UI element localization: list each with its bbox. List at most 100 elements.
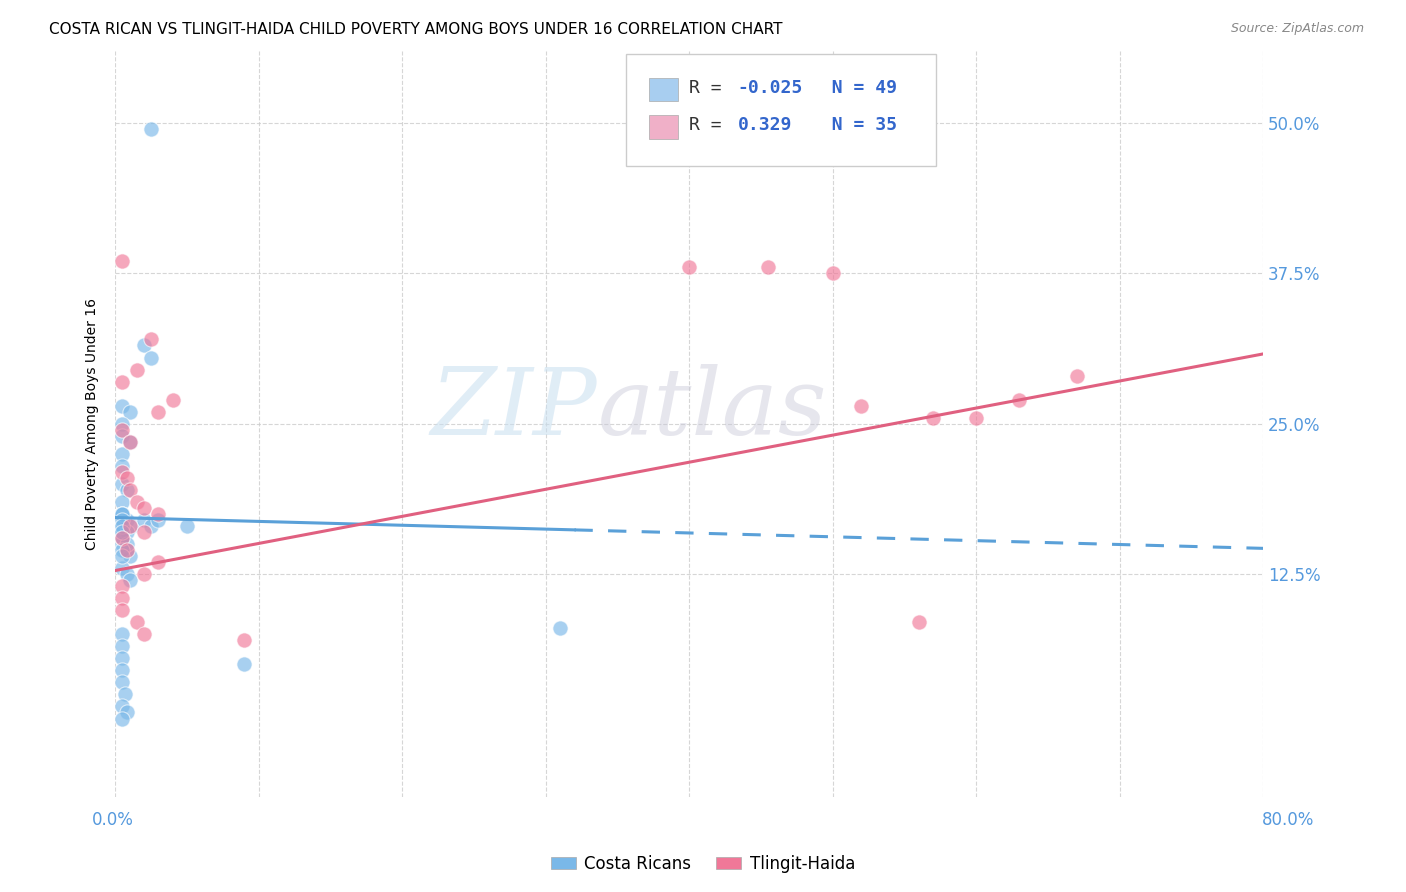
Text: Source: ZipAtlas.com: Source: ZipAtlas.com [1230, 22, 1364, 36]
Point [148, 405, 170, 419]
Point [114, 688, 136, 702]
Point [111, 465, 134, 479]
Point [148, 513, 170, 527]
Point [233, 633, 256, 648]
Point [115, 524, 138, 539]
Text: N = 49: N = 49 [810, 79, 897, 97]
Point [756, 260, 779, 275]
Point [908, 615, 931, 630]
Point [111, 627, 134, 641]
Point [132, 567, 155, 582]
Text: R =: R = [689, 116, 744, 135]
Point [125, 495, 148, 509]
Point [176, 519, 198, 533]
Text: 0.329: 0.329 [738, 116, 792, 135]
Point [111, 664, 134, 678]
Point [111, 543, 134, 558]
Point [118, 405, 141, 419]
Point [111, 579, 134, 593]
Point [125, 615, 148, 630]
Point [111, 399, 134, 413]
Point [118, 483, 141, 497]
Point [115, 537, 138, 551]
Point [111, 428, 134, 442]
FancyBboxPatch shape [626, 54, 936, 166]
Y-axis label: Child Poverty Among Boys Under 16: Child Poverty Among Boys Under 16 [86, 298, 100, 549]
Point [111, 375, 134, 389]
Point [111, 423, 134, 437]
Point [111, 561, 134, 575]
FancyBboxPatch shape [650, 78, 678, 102]
Point [115, 483, 138, 497]
FancyBboxPatch shape [650, 115, 678, 139]
Point [111, 447, 134, 461]
Point [1008, 392, 1031, 407]
Text: 80.0%: 80.0% [1263, 811, 1315, 829]
Point [141, 519, 163, 533]
Point [162, 392, 184, 407]
Point [922, 410, 945, 425]
Point [118, 519, 141, 533]
Point [111, 458, 134, 473]
Point [118, 434, 141, 449]
Point [148, 555, 170, 569]
Text: ZIP: ZIP [430, 364, 598, 454]
Point [115, 513, 138, 527]
Point [121, 519, 143, 533]
Point [548, 621, 571, 635]
Point [111, 507, 134, 521]
Point [141, 333, 163, 347]
Point [111, 531, 134, 545]
Text: R =: R = [689, 79, 733, 97]
Point [132, 500, 155, 515]
Point [111, 524, 134, 539]
Point [111, 537, 134, 551]
Point [111, 675, 134, 690]
Point [148, 507, 170, 521]
Point [125, 362, 148, 376]
Point [132, 338, 155, 352]
Point [132, 627, 155, 641]
Point [111, 513, 134, 527]
Point [111, 712, 134, 726]
Point [115, 543, 138, 558]
Point [115, 471, 138, 485]
Point [1066, 368, 1088, 383]
Point [111, 507, 134, 521]
Point [111, 591, 134, 606]
Point [851, 399, 873, 413]
Point [111, 495, 134, 509]
Point [678, 260, 700, 275]
Point [141, 351, 163, 365]
Point [965, 410, 987, 425]
Point [141, 121, 163, 136]
Point [111, 651, 134, 665]
Legend: Costa Ricans, Tlingit-Haida: Costa Ricans, Tlingit-Haida [544, 848, 862, 880]
Point [115, 543, 138, 558]
Text: 0.0%: 0.0% [91, 811, 134, 829]
Point [115, 706, 138, 720]
Point [111, 254, 134, 268]
Point [111, 531, 134, 545]
Point [111, 640, 134, 654]
Point [132, 513, 155, 527]
Point [233, 657, 256, 672]
Point [118, 573, 141, 587]
Text: N = 35: N = 35 [810, 116, 897, 135]
Point [111, 524, 134, 539]
Point [111, 519, 134, 533]
Point [111, 699, 134, 714]
Point [118, 549, 141, 563]
Point [118, 434, 141, 449]
Text: COSTA RICAN VS TLINGIT-HAIDA CHILD POVERTY AMONG BOYS UNDER 16 CORRELATION CHART: COSTA RICAN VS TLINGIT-HAIDA CHILD POVER… [49, 22, 783, 37]
Text: -0.025: -0.025 [738, 79, 803, 97]
Text: atlas: atlas [598, 364, 827, 454]
Point [111, 417, 134, 431]
Point [111, 603, 134, 617]
Point [115, 567, 138, 582]
Point [111, 549, 134, 563]
Point [821, 266, 844, 280]
Point [111, 507, 134, 521]
Point [111, 476, 134, 491]
Point [132, 524, 155, 539]
